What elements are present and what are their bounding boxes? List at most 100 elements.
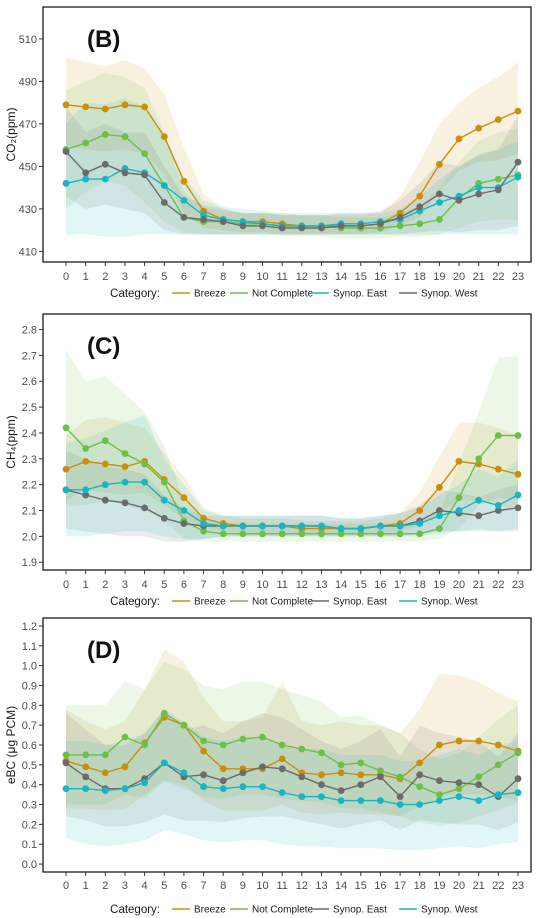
data-point-not-complete	[376, 767, 384, 775]
x-tick-label: 8	[220, 880, 226, 892]
data-point-breeze	[435, 483, 443, 491]
y-tick-label: 430	[19, 204, 37, 216]
x-tick-label: 21	[473, 271, 485, 283]
x-tick-label: 2	[102, 579, 108, 591]
data-point-synop-west	[160, 759, 168, 767]
y-tick-label: 2.1	[22, 506, 37, 518]
data-point-synop-west	[337, 797, 345, 804]
data-point-breeze	[180, 177, 188, 185]
data-point-synop-east	[318, 781, 325, 789]
ebc-chart: 0.0 0.1 0.2 0.3 0.4 0.5 0.6 0.7 0.8 0.9 1.0 1.1 1.2 0…	[4, 617, 532, 916]
x-tick-label: 10	[256, 579, 268, 591]
data-point-not-complete	[298, 745, 306, 753]
data-point-synop-west	[494, 186, 502, 194]
data-point-breeze	[475, 124, 483, 132]
data-point-synop-west	[455, 196, 463, 204]
data-point-breeze	[416, 759, 424, 767]
data-point-synop-east	[416, 771, 424, 779]
x-tick-label: 21	[473, 579, 485, 591]
data-point-synop-west	[121, 169, 129, 177]
x-tick-label: 17	[394, 880, 406, 892]
data-point-synop-west	[494, 501, 502, 509]
data-point-breeze	[82, 763, 90, 771]
x-tick-label: 15	[355, 880, 367, 892]
data-point-synop-west	[416, 203, 424, 211]
data-point-synop-west	[200, 783, 207, 791]
data-point-synop-west	[318, 224, 325, 232]
x-tick-label: 22	[492, 579, 504, 591]
data-point-not-complete	[475, 773, 483, 781]
x-tick-label: 14	[335, 579, 347, 591]
x-tick-label: 20	[453, 271, 465, 283]
x-tick-label: 20	[453, 579, 465, 591]
x-tick-label: 5	[161, 271, 167, 283]
series-line-not-complete	[65, 427, 518, 535]
data-point-breeze	[121, 101, 129, 109]
data-point-synop-west	[82, 486, 90, 494]
data-point-synop-east	[435, 199, 443, 206]
data-point-synop-west	[416, 801, 424, 808]
data-point-not-complete	[318, 530, 325, 538]
x-tick-label: 20	[453, 880, 465, 892]
band-synop-west	[66, 106, 518, 235]
data-point-breeze	[278, 755, 286, 763]
data-point-synop-west	[435, 512, 443, 520]
legend-label: Not Complete	[252, 289, 314, 300]
x-tick-label: 6	[181, 579, 187, 591]
data-point-breeze	[514, 107, 522, 115]
x-tick-label: 17	[394, 271, 406, 283]
x-tick-label: 9	[240, 271, 246, 283]
y-tick-label: 510	[19, 34, 37, 46]
data-point-synop-west	[435, 797, 443, 804]
data-point-synop-west	[82, 169, 90, 177]
ch4-chart: 1.92.02.12.22.32.42.52.62.72.80 1 2 3 4 5 6 7 8 9…	[4, 313, 532, 608]
x-tick-label: 8	[220, 579, 226, 591]
x-tick-label: 10	[256, 880, 268, 892]
data-point-not-complete	[62, 751, 70, 759]
data-point-breeze	[337, 769, 345, 777]
data-point-not-complete	[101, 437, 109, 445]
x-tick-label: 18	[414, 271, 426, 283]
x-tick-label: 3	[122, 579, 128, 591]
x-tick-label: 16	[374, 271, 386, 283]
x-tick-label: 14	[335, 271, 347, 283]
data-point-synop-west	[494, 791, 502, 798]
x-tick-label: 2	[102, 271, 108, 283]
x-tick-label: 3	[122, 880, 128, 892]
data-point-synop-east	[160, 182, 168, 189]
x-tick-label: 7	[201, 880, 207, 892]
data-point-synop-west	[396, 801, 404, 808]
data-point-breeze	[121, 763, 129, 771]
data-point-breeze	[514, 470, 522, 478]
data-point-synop-west	[239, 522, 247, 530]
data-point-synop-west	[200, 216, 207, 223]
y-tick-label: 0.0	[22, 859, 37, 871]
data-point-synop-west	[62, 486, 70, 494]
data-point-synop-west	[141, 779, 148, 787]
data-point-not-complete	[435, 216, 443, 223]
data-point-breeze	[494, 741, 502, 749]
legend-label: Synop. West	[421, 905, 478, 916]
data-point-synop-east	[239, 769, 247, 777]
data-point-not-complete	[455, 785, 463, 793]
band-not-complete	[66, 661, 518, 827]
y-tick-label: 0.8	[22, 700, 37, 712]
data-point-synop-west	[141, 478, 148, 486]
x-tick-label: 17	[394, 579, 406, 591]
data-point-breeze	[318, 771, 325, 779]
legend-label: Synop. West	[421, 289, 478, 300]
data-point-breeze	[62, 465, 70, 473]
data-point-not-complete	[514, 749, 522, 757]
data-point-synop-west	[298, 224, 306, 232]
x-tick-label: 19	[433, 271, 445, 283]
legend-title: Category:	[110, 288, 160, 300]
data-point-breeze	[455, 135, 463, 143]
band-synop-east	[66, 98, 518, 237]
legend-label: Breeze	[194, 289, 226, 300]
data-point-not-complete	[337, 761, 345, 769]
data-point-synop-east	[62, 179, 70, 187]
data-point-not-complete	[396, 773, 404, 781]
data-point-not-complete	[121, 733, 129, 741]
data-point-breeze	[101, 769, 109, 777]
data-point-synop-east	[101, 175, 109, 183]
